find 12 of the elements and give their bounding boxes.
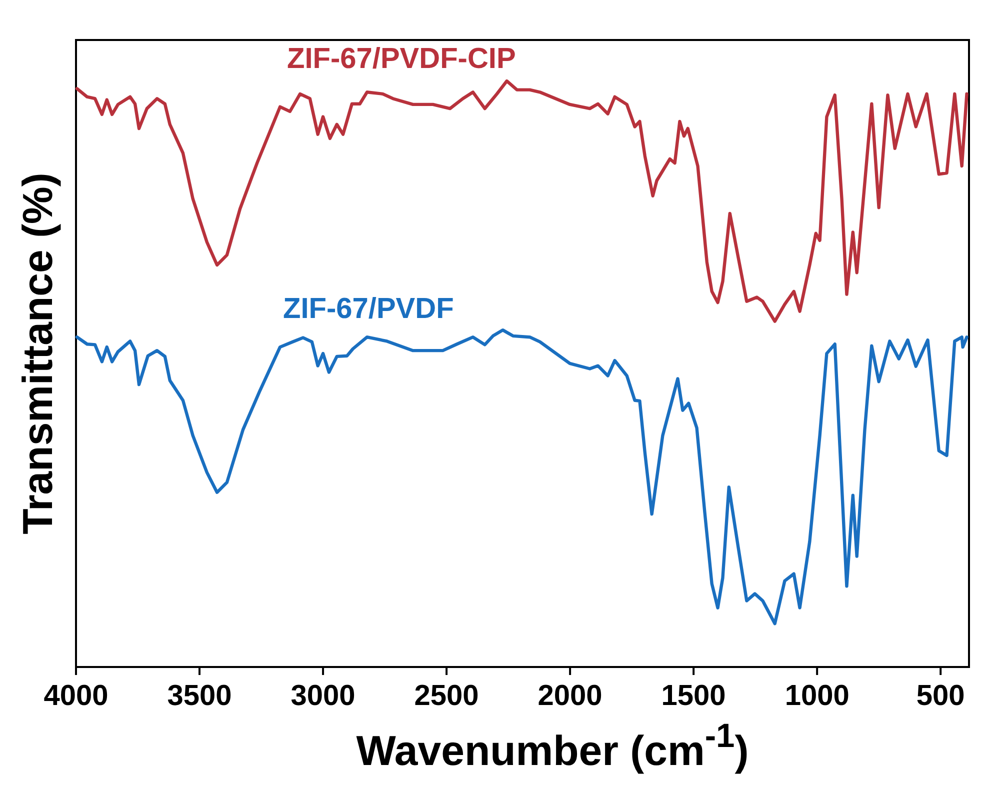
series-label: ZIF-67/PVDF xyxy=(283,293,454,325)
x-tick-label: 3500 xyxy=(167,680,232,712)
x-tick-label: 500 xyxy=(916,680,965,712)
x-tick-label: 3000 xyxy=(290,680,356,712)
x-tick-label: 2500 xyxy=(414,680,479,712)
x-tick-label: 2000 xyxy=(538,680,602,712)
x-tick-label: 1000 xyxy=(784,680,850,712)
series-label: ZIF-67/PVDF-CIP xyxy=(287,43,516,75)
y-axis-title: Transmittance (%) xyxy=(14,172,61,534)
x-axis-title: Wavenumber (cm$^{-1}$) xyxy=(356,718,749,774)
x-tick-label: 4000 xyxy=(44,680,108,712)
x-tick-label: 1500 xyxy=(661,680,726,712)
